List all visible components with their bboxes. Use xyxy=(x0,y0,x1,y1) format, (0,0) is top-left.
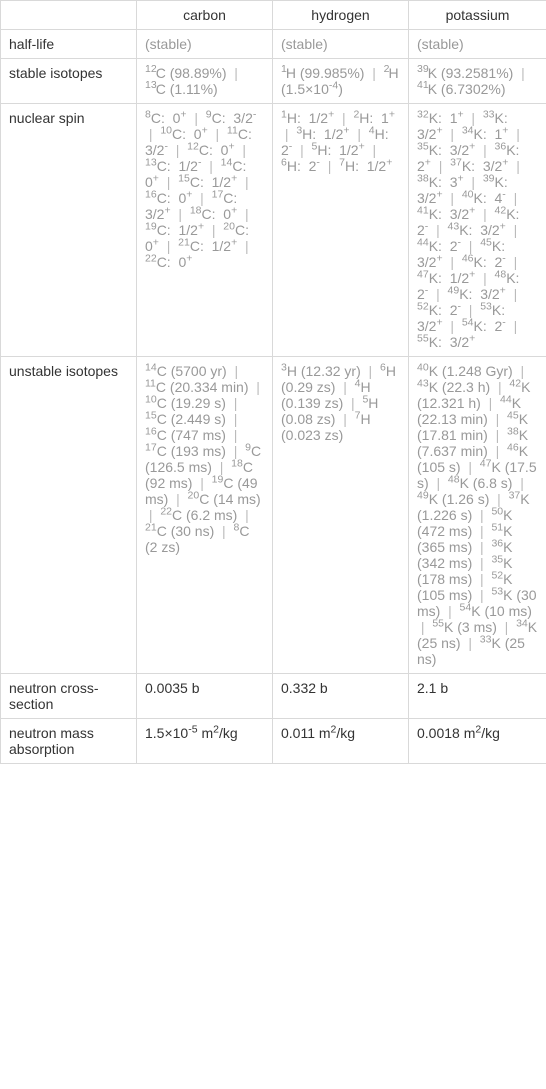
table-row: half-life(stable)(stable)(stable) xyxy=(1,30,546,59)
row-label: nuclear spin xyxy=(1,104,137,357)
header-row: carbonhydrogenpotassium xyxy=(1,1,546,30)
cell: 0.332 b xyxy=(273,674,409,719)
header-hydrogen: hydrogen xyxy=(273,1,409,30)
cell: 12C (98.89%) | 13C (1.11%) xyxy=(137,59,273,104)
cell: (stable) xyxy=(273,30,409,59)
cell: 1H (99.985%) | 2H (1.5×10-4) xyxy=(273,59,409,104)
cell: 14C (5700 yr) | 11C (20.334 min) | 10C (… xyxy=(137,357,273,674)
table-row: neutron mass absorption1.5×10-5 m2/kg0.0… xyxy=(1,719,546,764)
row-label: stable isotopes xyxy=(1,59,137,104)
cell: 0.0018 m2/kg xyxy=(409,719,546,764)
cell: 32K: 1+ | 33K: 3/2+ | 34K: 1+ | 35K: 3/2… xyxy=(409,104,546,357)
table-row: stable isotopes12C (98.89%) | 13C (1.11%… xyxy=(1,59,546,104)
cell: 40K (1.248 Gyr) | 43K (22.3 h) | 42K (12… xyxy=(409,357,546,674)
header-potassium: potassium xyxy=(409,1,546,30)
cell: 1H: 1/2+ | 2H: 1+ | 3H: 1/2+ | 4H: 2- | … xyxy=(273,104,409,357)
cell: 39K (93.2581%) | 41K (6.7302%) xyxy=(409,59,546,104)
header-blank xyxy=(1,1,137,30)
properties-table: carbonhydrogenpotassium half-life(stable… xyxy=(0,0,546,764)
cell: (stable) xyxy=(137,30,273,59)
table-row: nuclear spin8C: 0+ | 9C: 3/2- | 10C: 0+ … xyxy=(1,104,546,357)
cell: 0.0035 b xyxy=(137,674,273,719)
table-row: neutron cross-section0.0035 b0.332 b2.1 … xyxy=(1,674,546,719)
cell: 1.5×10-5 m2/kg xyxy=(137,719,273,764)
row-label: neutron mass absorption xyxy=(1,719,137,764)
table-row: unstable isotopes14C (5700 yr) | 11C (20… xyxy=(1,357,546,674)
cell: 3H (12.32 yr) | 6H (0.29 zs) | 4H (0.139… xyxy=(273,357,409,674)
cell: 2.1 b xyxy=(409,674,546,719)
row-label: half-life xyxy=(1,30,137,59)
cell: 8C: 0+ | 9C: 3/2- | 10C: 0+ | 11C: 3/2- … xyxy=(137,104,273,357)
cell: 0.011 m2/kg xyxy=(273,719,409,764)
header-carbon: carbon xyxy=(137,1,273,30)
cell: (stable) xyxy=(409,30,546,59)
row-label: neutron cross-section xyxy=(1,674,137,719)
row-label: unstable isotopes xyxy=(1,357,137,674)
